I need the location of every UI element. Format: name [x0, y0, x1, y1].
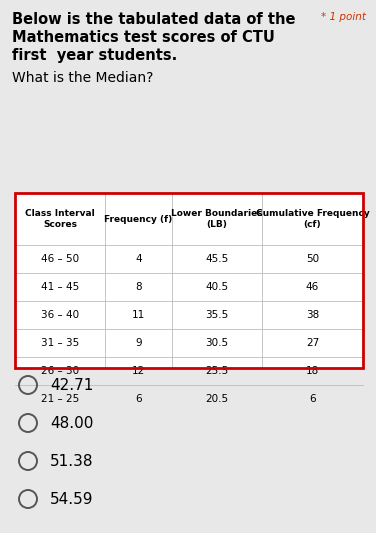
Text: 36 – 40: 36 – 40 [41, 310, 79, 320]
Text: 6: 6 [135, 394, 142, 404]
Text: 31 – 35: 31 – 35 [41, 338, 79, 348]
Text: 26 – 30: 26 – 30 [41, 366, 79, 376]
Text: 30.5: 30.5 [205, 338, 228, 348]
Text: 9: 9 [135, 338, 142, 348]
Text: Class Interval
Scores: Class Interval Scores [25, 209, 95, 229]
Text: 42.71: 42.71 [50, 377, 93, 392]
Text: Frequency (f): Frequency (f) [105, 214, 173, 223]
Text: 46: 46 [306, 282, 319, 292]
Text: 18: 18 [306, 366, 319, 376]
Text: 41 – 45: 41 – 45 [41, 282, 79, 292]
Text: 45.5: 45.5 [205, 254, 229, 264]
Text: 25.5: 25.5 [205, 366, 229, 376]
Text: 48.00: 48.00 [50, 416, 93, 431]
Text: 50: 50 [306, 254, 319, 264]
Text: What is the Median?: What is the Median? [12, 71, 153, 85]
Text: Mathematics test scores of CTU: Mathematics test scores of CTU [12, 30, 275, 45]
Bar [15, 193, 363, 368]
Text: 20.5: 20.5 [205, 394, 228, 404]
Text: 11: 11 [132, 310, 145, 320]
Text: 40.5: 40.5 [205, 282, 228, 292]
Text: Cumulative Frequency
(cf): Cumulative Frequency (cf) [256, 209, 369, 229]
Text: first  year students.: first year students. [12, 48, 177, 63]
Text: 38: 38 [306, 310, 319, 320]
Text: Lower Boundaries
(LB): Lower Boundaries (LB) [171, 209, 263, 229]
Text: 54.59: 54.59 [50, 491, 94, 506]
Text: 6: 6 [309, 394, 316, 404]
Text: 35.5: 35.5 [205, 310, 229, 320]
Text: 51.38: 51.38 [50, 454, 94, 469]
Text: 12: 12 [132, 366, 145, 376]
Text: Below is the tabulated data of the: Below is the tabulated data of the [12, 12, 296, 27]
Text: 21 – 25: 21 – 25 [41, 394, 79, 404]
Text: 4: 4 [135, 254, 142, 264]
Bar [15, 193, 363, 368]
Text: 27: 27 [306, 338, 319, 348]
Text: 8: 8 [135, 282, 142, 292]
Text: 46 – 50: 46 – 50 [41, 254, 79, 264]
Text: * 1 point: * 1 point [321, 12, 366, 22]
